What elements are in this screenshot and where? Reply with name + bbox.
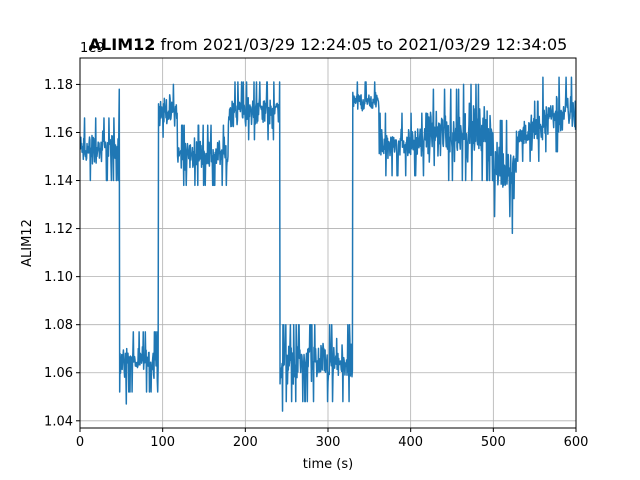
x-tick-label: 300	[316, 435, 341, 450]
chart-title-bold: ALIM12	[89, 35, 156, 54]
series-line	[80, 76, 576, 412]
y-tick-label: 1.18	[44, 78, 73, 93]
x-tick-label: 500	[481, 435, 506, 450]
y-tick-label: 1.06	[44, 366, 73, 381]
offset-label: 1e9	[80, 41, 105, 56]
x-tick-label: 400	[398, 435, 423, 450]
x-tick-label: 100	[150, 435, 175, 450]
plot-layer	[80, 76, 576, 412]
x-tick-label: 0	[76, 435, 84, 450]
y-tick-label: 1.08	[44, 318, 73, 333]
y-tick-label: 1.10	[44, 270, 73, 285]
x-axis-label: time (s)	[303, 457, 353, 472]
x-axis-ticks: 0 100 200 300 400 500 600	[76, 428, 589, 450]
y-axis-label: ALIM12	[20, 219, 35, 267]
y-tick-label: 1.12	[44, 222, 73, 237]
chart-title-rest: from 2021/03/29 12:24:05 to 2021/03/29 1…	[155, 35, 567, 54]
y-axis-ticks: 1.04 1.06 1.08 1.10 1.12 1.14 1.16 1.18	[44, 78, 80, 429]
y-tick-label: 1.16	[44, 126, 73, 141]
x-tick-label: 200	[233, 435, 258, 450]
x-tick-label: 600	[564, 435, 589, 450]
y-tick-label: 1.14	[44, 174, 73, 189]
y-tick-label: 1.04	[44, 414, 73, 429]
chart-title: ALIM12 from 2021/03/29 12:24:05 to 2021/…	[89, 35, 568, 54]
